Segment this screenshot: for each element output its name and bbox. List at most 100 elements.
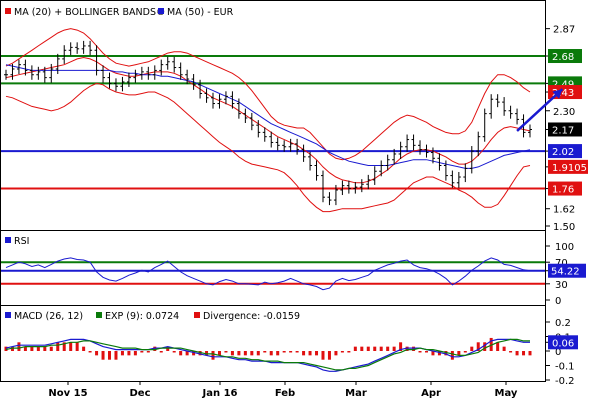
divergence-bar — [334, 351, 338, 356]
divergence-bar — [412, 346, 416, 351]
divergence-bar — [340, 351, 344, 353]
divergence-bar — [476, 342, 480, 351]
rsi-panel-frame — [0, 230, 546, 306]
divergence-bar — [302, 351, 306, 356]
legend-swatch-macd — [5, 312, 11, 318]
price-value-tag — [548, 122, 582, 137]
divergence-bar — [483, 342, 487, 351]
price-value-tag-label: 1.9105 — [552, 163, 587, 174]
legend-label-divergence: Divergence: -0.0159 — [203, 311, 300, 322]
price-tick-label: 2.87 — [553, 25, 575, 36]
divergence-bar — [276, 351, 280, 356]
divergence-bar — [205, 351, 209, 356]
divergence-bar — [418, 351, 422, 353]
price-panel: 2.87 2.68 2.492.43 2.30 2.17 2.02 1.9105 1.76 1.… — [1, 25, 588, 233]
divergence-bar — [496, 342, 500, 351]
legend-label-ma50: MA (50) - EUR — [167, 7, 234, 18]
divergence-bar — [308, 351, 312, 356]
price-level-tag — [548, 181, 582, 196]
divergence-bar — [243, 351, 247, 356]
divergence-bar — [470, 346, 474, 351]
price-tick-label: 1.50 — [553, 222, 575, 233]
divergence-bar — [17, 342, 21, 351]
price-level-tag-label: 2.02 — [552, 147, 574, 158]
divergence-bar — [95, 351, 99, 356]
divergence-bar — [373, 346, 377, 351]
divergence-bar — [43, 346, 47, 351]
divergence-bar — [269, 351, 273, 356]
legend-label-exp: EXP (9): 0.0724 — [105, 311, 179, 322]
price-tick-label: 2.30 — [553, 107, 575, 118]
x-tick-label: Mar — [345, 388, 367, 399]
divergence-bar — [153, 346, 157, 351]
macd-value-tag-label: 0.06 — [552, 338, 574, 349]
divergence-bar — [250, 351, 254, 356]
price-level-tag-label: 2.68 — [552, 52, 574, 63]
divergence-bar — [198, 351, 202, 356]
divergence-bar — [23, 346, 27, 351]
divergence-bar — [10, 346, 14, 351]
signal-line — [5, 338, 530, 371]
divergence-bar — [509, 351, 513, 353]
divergence-bar — [127, 351, 131, 356]
legend-label-ma20: MA (20) + BOLLINGER BANDS® — [14, 7, 166, 18]
rsi-tick-label: 30 — [555, 280, 568, 291]
divergence-bar — [140, 351, 144, 353]
macd-tick-label: 0 — [555, 347, 561, 358]
divergence-bar — [366, 346, 370, 351]
price-value-tag — [548, 159, 588, 174]
macd-tick-label: 0.2 — [555, 318, 571, 329]
divergence-bar — [431, 351, 435, 356]
divergence-bar — [321, 351, 325, 360]
divergence-bar — [4, 346, 8, 351]
divergence-bar — [522, 351, 526, 356]
divergence-bar — [75, 342, 79, 351]
divergence-bar — [179, 351, 183, 356]
macd-panel: 0.20.10-0.1-0.20.06 — [4, 318, 578, 387]
divergence-bar — [360, 346, 364, 351]
divergence-bar — [166, 346, 170, 351]
divergence-bar — [347, 351, 351, 353]
series-line-bb_upper — [5, 28, 531, 161]
divergence-bar — [256, 351, 260, 356]
x-axis: Nov 15 Dec Jan 16 Feb Mar Apr May — [48, 381, 518, 399]
x-tick-label: Jan 16 — [202, 388, 238, 399]
divergence-bar — [457, 351, 461, 356]
divergence-bar — [379, 346, 383, 351]
price-tick-label: 1.62 — [553, 205, 575, 216]
divergence-bar — [192, 351, 196, 356]
divergence-bar — [133, 351, 137, 356]
divergence-bar — [405, 346, 409, 351]
divergence-bar — [36, 346, 40, 351]
divergence-bar — [515, 351, 519, 356]
macd-value-tag — [548, 335, 578, 350]
divergence-bar — [295, 351, 299, 353]
rsi-tick-label: 0 — [555, 296, 561, 307]
divergence-bar — [282, 351, 286, 353]
price-panel-frame — [0, 0, 546, 231]
legend-label-macd: MACD (26, 12) — [14, 311, 83, 322]
divergence-bar — [463, 351, 467, 353]
divergence-bar — [224, 351, 228, 353]
legend-swatch-exp — [96, 312, 102, 318]
divergence-bar — [120, 351, 124, 356]
price-level-tag — [548, 144, 582, 159]
divergence-bar — [437, 351, 441, 356]
divergence-bar — [230, 351, 234, 356]
divergence-bar — [108, 351, 112, 360]
divergence-bar — [30, 346, 34, 351]
divergence-bar — [237, 351, 241, 356]
price-value-tag-label: 2.17 — [552, 125, 574, 136]
divergence-bar — [217, 351, 221, 356]
forecast-arrow-shaft — [516, 88, 564, 132]
series-line-ma50 — [5, 64, 531, 169]
divergence-bar — [172, 351, 176, 353]
rsi-value-tag-label: 54.22 — [551, 267, 580, 278]
divergence-bar — [185, 351, 189, 356]
price-level-tag — [548, 49, 582, 64]
series-line-bb_lower — [5, 82, 531, 213]
divergence-bar — [88, 351, 92, 353]
x-tick-label: May — [495, 388, 518, 399]
price-value-tag-label: 2.43 — [552, 88, 574, 99]
